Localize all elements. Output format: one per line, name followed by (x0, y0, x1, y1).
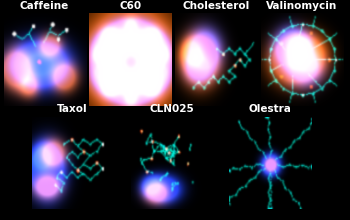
Text: CLN025: CLN025 (150, 104, 195, 114)
Text: Taxol: Taxol (57, 104, 88, 114)
Text: Cholesterol: Cholesterol (182, 1, 250, 11)
Text: Valinomycin: Valinomycin (266, 1, 337, 11)
Text: Olestra: Olestra (249, 104, 292, 114)
Text: C60: C60 (119, 1, 141, 11)
Text: Caffeine: Caffeine (20, 1, 69, 11)
